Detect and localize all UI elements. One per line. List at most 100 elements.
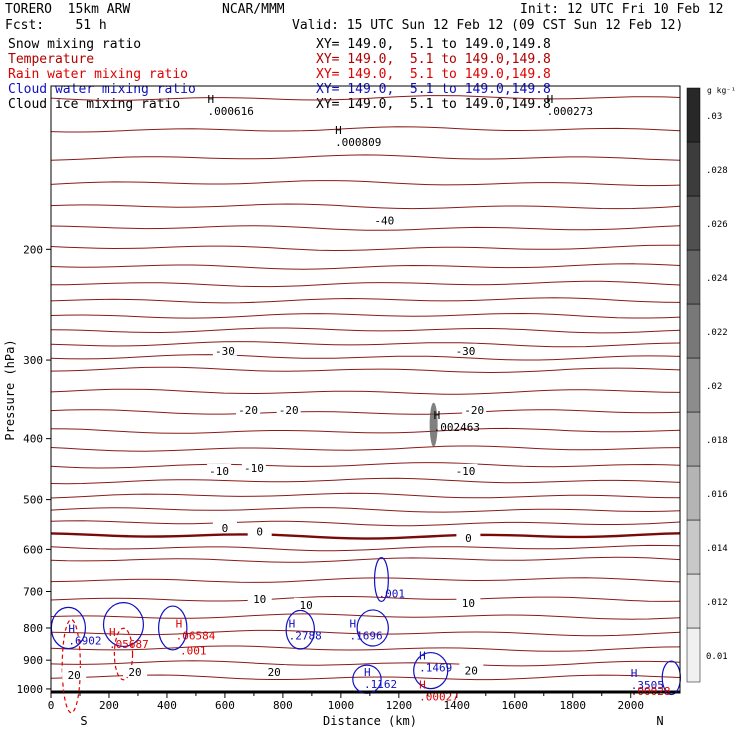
- x-tick-label: 1800: [560, 699, 587, 712]
- extremum-marker: H: [176, 618, 183, 631]
- south-end-label: S: [80, 714, 87, 728]
- temperature-contours: [50, 95, 681, 693]
- x-tick-label: 2000: [617, 699, 644, 712]
- field-label-temperature: Temperature: [8, 52, 95, 67]
- y-tick-label: 1000: [17, 683, 44, 696]
- temperature-contour-line: [50, 409, 681, 415]
- extremum-value-label: .000616: [208, 105, 254, 118]
- label-mask: [62, 667, 87, 680]
- extremum-value-label: .000273: [547, 105, 593, 118]
- plot-frame: [50, 85, 681, 694]
- temperature-contour-line: [50, 427, 681, 434]
- colorbar: 0.01 .012 .014 .016 .018 .02 .022 .024 .026 .028.…: [686, 86, 736, 683]
- field-label-snow: Snow mixing ratio: [8, 37, 142, 52]
- temperature-contour-line: [50, 297, 681, 304]
- temperature-contour-line: [50, 477, 681, 485]
- y-tick-label: 400: [23, 433, 43, 446]
- extremum-marker: H: [631, 667, 638, 680]
- x-tick-label: 600: [215, 699, 235, 712]
- extremum-value-label: .1469: [419, 662, 452, 675]
- extremum-marker: H: [364, 666, 371, 679]
- temperature-contour-label: -30: [456, 345, 476, 358]
- extremum-marker: H: [434, 409, 441, 422]
- colorbar-tick-label: .016: [706, 490, 728, 500]
- temperature-contour-line: [50, 596, 681, 602]
- temperature-contour-line: [50, 613, 681, 620]
- label-mask: [456, 595, 481, 608]
- extremum-marker: H: [419, 678, 426, 691]
- temperature-contour-label: 20: [68, 669, 81, 682]
- y-axis-title: Pressure (hPa): [3, 339, 17, 440]
- label-mask: [294, 597, 319, 610]
- rain-contour: [61, 619, 81, 714]
- temperature-contour-label: -40: [374, 215, 394, 228]
- colorbar-segment: [686, 465, 701, 521]
- temperature-contour-label: 20: [465, 665, 478, 678]
- extremum-value-label: .3505: [631, 679, 664, 692]
- axis-ticks: 0 200 400 600 800 1000 1200 1400 1600 1800 2000200…: [17, 243, 644, 712]
- label-mask: [456, 530, 481, 543]
- rain-contour: [113, 627, 134, 681]
- temperature-contour-line: [50, 366, 681, 374]
- temperature-contour-line: [50, 492, 681, 499]
- temperature-contour-line: [50, 126, 681, 133]
- label-mask: [123, 665, 148, 678]
- temperature-contour-line: [50, 645, 681, 652]
- x-tick-label: 1600: [502, 699, 529, 712]
- snow-maximum-shading: [429, 402, 438, 447]
- x-tick-label: 200: [99, 699, 119, 712]
- y-tick-label: 800: [23, 622, 43, 635]
- colorbar-unit: g kg⁻¹: [707, 86, 736, 95]
- extremum-value-label: .002463: [434, 421, 480, 434]
- temperature-contour-line: [50, 507, 681, 513]
- label-mask: [212, 343, 237, 356]
- temperature-contour-label: -20: [238, 404, 258, 417]
- extremum-marker: H: [335, 124, 342, 137]
- chart-labels: -40 -30 -30 -20 -20 -20 -10 -10 -10 0 0 0 10 10 10 20 20…: [62, 93, 670, 703]
- temperature-contour-label: -20: [464, 404, 484, 417]
- label-mask: [276, 402, 301, 415]
- label-mask: [262, 665, 287, 678]
- temperature-contour-line: [50, 354, 681, 361]
- colorbar-tick-label: .02: [706, 382, 722, 392]
- colorbar-tick-label: .022: [706, 328, 728, 338]
- temperature-contour-label: 0: [465, 532, 472, 545]
- temperature-contour-line: [50, 532, 681, 540]
- model-label: TORERO 15km ARW: [5, 2, 131, 17]
- temperature-contour-label: 10: [299, 599, 312, 612]
- label-mask: [236, 402, 261, 415]
- field-label-cloud-ice: Cloud ice mixing ratio: [8, 97, 181, 112]
- extremum-value-label: .00028: [631, 685, 671, 698]
- temperature-contour-line: [50, 556, 681, 563]
- colorbar-segment: [686, 249, 701, 305]
- forecast-hour-label: Fcst: 51 h: [5, 18, 107, 33]
- colorbar-segment: [686, 357, 701, 413]
- temperature-contour-line: [50, 154, 681, 161]
- x-axis-title: Distance (km): [323, 714, 417, 728]
- temperature-contour-line: [50, 341, 681, 348]
- label-mask: [247, 592, 272, 605]
- label-mask: [212, 521, 237, 534]
- field-xy-cloud-ice: XY= 149.0, 5.1 to 149.0,149.8: [316, 97, 551, 112]
- temperature-contour-line: [50, 263, 681, 270]
- field-xy-rain: XY= 149.0, 5.1 to 149.0,149.8: [316, 67, 551, 82]
- x-tick-label: 0: [48, 699, 55, 712]
- label-mask: [207, 463, 232, 476]
- cloud-water-contour: [413, 651, 449, 690]
- label-mask: [241, 460, 266, 473]
- x-tick-label: 1200: [386, 699, 413, 712]
- y-tick-label: 200: [23, 243, 43, 256]
- colorbar-tick-label: .012: [706, 598, 728, 608]
- temperature-contour-line: [50, 225, 681, 231]
- temperature-contour-label: 20: [268, 666, 281, 679]
- y-tick-label: 900: [23, 654, 43, 667]
- label-mask: [462, 402, 487, 415]
- north-end-label: N: [656, 714, 663, 728]
- temperature-contour-line: [50, 660, 681, 667]
- temperature-contour-line: [50, 95, 681, 101]
- colorbar-segment: [686, 627, 701, 683]
- extremum-marker: H: [350, 618, 357, 631]
- extremum-value-label: .001: [379, 588, 406, 601]
- x-tick-label: 1000: [328, 699, 355, 712]
- y-tick-label: 300: [23, 354, 43, 367]
